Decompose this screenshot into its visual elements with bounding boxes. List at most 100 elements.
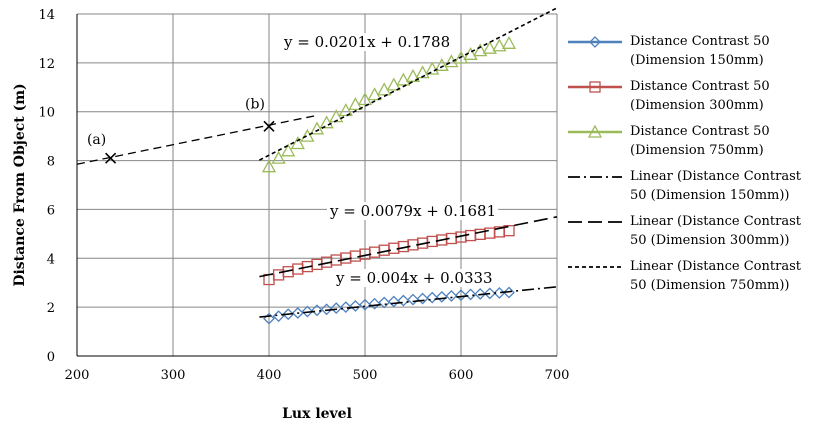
data-point [378,296,391,309]
data-point [292,263,304,275]
data-point [445,289,458,302]
legend-item: Distance Contrast 50 (Dimension 750mm) [566,122,816,167]
data-point [396,72,411,86]
data-point [455,289,467,302]
trendline-equation: y = 0.0201x + 0.1788 [283,33,450,51]
legend-swatch [568,36,622,48]
data-point [339,301,352,314]
series-2 [261,35,517,173]
annotation-marker [105,152,117,164]
x-tick-label: 200 [65,368,90,383]
series-0 [263,286,515,325]
data-point [503,286,515,299]
legend-label: Linear (Distance Contrast 50 (Dimension … [630,214,801,248]
data-point [330,302,343,315]
data-point [426,291,439,304]
data-point [473,43,488,57]
data-point [290,136,305,150]
annotation-label: (a) [87,132,106,148]
data-point [434,57,449,71]
legend-swatch [568,266,622,268]
data-point [426,235,438,248]
y-tick-label: 12 [38,57,55,72]
data-point [435,290,448,303]
data-point [320,303,333,316]
data-point [493,287,506,299]
legend-marker [589,36,601,48]
legend-swatch [568,124,622,138]
data-point [484,227,496,239]
legend-item: Linear (Distance Contrast 50 (Dimension … [566,212,816,257]
x-tick-label: 700 [545,368,570,383]
data-point [387,295,400,308]
data-point [453,50,469,64]
y-tick-label: 8 [47,155,55,170]
data-point [416,292,429,305]
trendline-1 [259,216,558,278]
data-point [368,297,381,310]
data-point [301,305,314,318]
data-point [271,150,286,164]
equation-background [333,269,495,287]
data-point [415,65,430,79]
data-point [367,87,382,101]
data-point [357,92,373,106]
legend-swatch [568,221,622,223]
legend-item: Linear (Distance Contrast 50 (Dimension … [566,257,816,302]
data-point [281,143,296,157]
data-point [261,159,277,173]
legend-label: Linear (Distance Contrast 50 (Dimension … [630,259,801,293]
y-tick-label: 4 [47,252,55,267]
legend-label: Distance Contrast 50 (Dimension 150mm) [630,34,770,68]
data-point [282,308,295,321]
x-tick-label: 600 [449,368,474,383]
legend-item: Distance Contrast 50 (Dimension 150mm) [566,32,816,77]
x-tick-label: 400 [257,368,282,383]
legend-label: Linear (Distance Contrast 50 (Dimension … [630,169,801,203]
data-point [377,82,392,96]
data-point [359,298,371,311]
data-point [272,310,285,323]
data-point [482,40,497,54]
y-tick-label: 10 [38,106,55,121]
legend-item: Linear (Distance Contrast 50 (Dimension … [566,167,816,212]
data-point [291,307,304,319]
trendline-equation: y = 0.0079x + 0.1681 [329,202,496,220]
y-tick-label: 0 [47,350,55,365]
legend-swatch [568,176,622,178]
data-point [348,97,363,111]
y-tick-label: 6 [47,203,55,218]
legend-label: Distance Contrast 50 (Dimension 750mm) [630,124,770,158]
data-point [503,225,515,237]
legend-marker [589,81,601,93]
data-point [483,287,496,300]
data-point [386,77,401,91]
y-tick-label: 2 [47,301,55,316]
trendline-0 [259,285,558,318]
data-point [300,128,315,142]
data-point [349,300,362,312]
data-point [492,38,507,52]
legend-swatch [568,81,622,93]
data-point [501,35,517,49]
x-tick-label: 500 [353,368,378,383]
annotation-line [76,114,318,165]
annotation-label: (b) [245,96,265,112]
x-tick-label: 300 [161,368,186,383]
equation-background [327,202,499,220]
data-point [474,288,487,300]
trendline-equation: y = 0.004x + 0.0333 [335,269,493,287]
data-point [311,304,323,317]
legend-item: Distance Contrast 50 (Dimension 300mm) [566,77,816,122]
data-point [405,68,421,82]
equation-background [281,33,453,51]
annotation-marker [263,120,275,132]
legend-marker [587,124,603,138]
legend-label: Distance Contrast 50 (Dimension 300mm) [630,79,770,113]
data-point [397,294,410,307]
y-axis-title: Distance From Object (m) [12,83,28,286]
y-tick-label: 14 [38,8,55,23]
data-point [407,293,419,306]
legend: Distance Contrast 50 (Dimension 150mm) Di… [566,32,816,302]
